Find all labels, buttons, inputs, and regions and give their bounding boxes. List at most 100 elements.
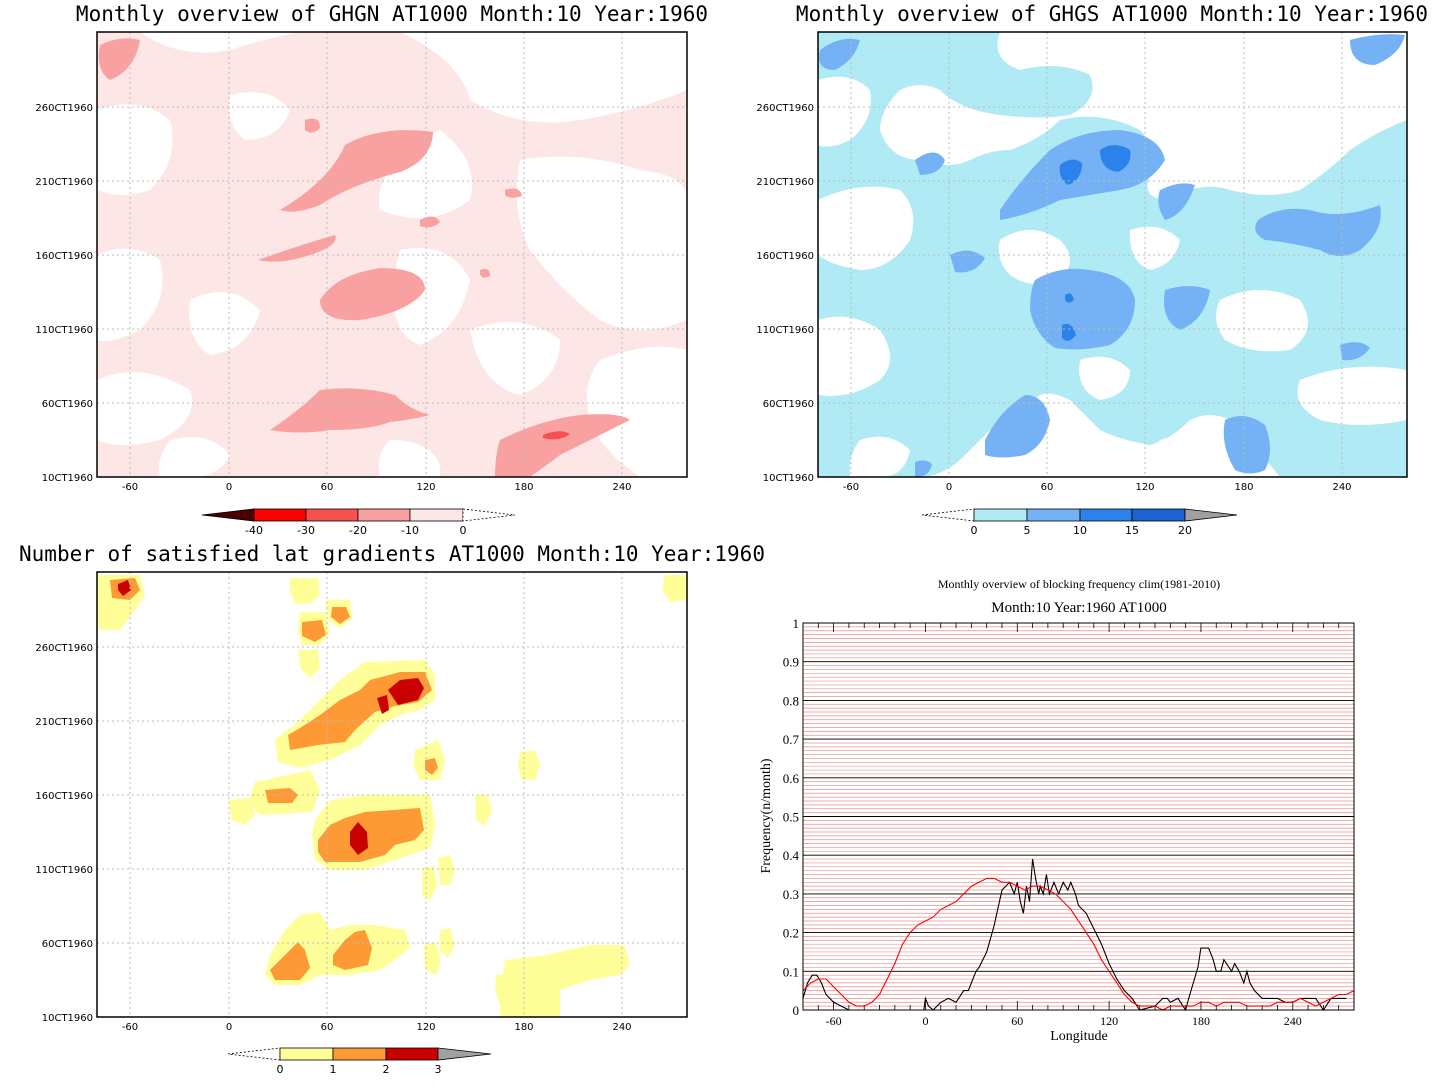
lat-gradients-xtick: 240: [612, 1022, 631, 1033]
blocking-ytick: 0.9: [783, 655, 799, 670]
lat-gradients-colorbar-label: 0: [277, 1063, 284, 1076]
ghgn-colorbar-label: -10: [401, 524, 419, 537]
ghgs-ytick: 210CT1960: [756, 177, 814, 188]
ghgn-xtick: 180: [514, 482, 533, 493]
ghgs-xtick: 180: [1234, 482, 1253, 493]
blocking-ytick: 0.4: [783, 848, 800, 863]
blocking-frequency-panel: Monthly overview of blocking frequency c…: [759, 577, 1355, 1044]
ghgn-xtick: 120: [416, 482, 435, 493]
ghgs-xtick: 240: [1332, 482, 1351, 493]
lat-gradients-ytick: 260CT1960: [35, 643, 93, 654]
ghgs-colorbar: 0 5 10 15 20: [921, 508, 1238, 537]
ghgn-ytick: 10CT1960: [42, 473, 93, 484]
ghgs-ytick: 260CT1960: [756, 103, 814, 114]
lat-gradients-frame: [96, 571, 688, 1018]
ghgn-colorbar: -40 -30 -20 -10 0: [201, 508, 516, 537]
ghgn-xtick: 240: [612, 482, 631, 493]
ghgs-ytick: 110CT1960: [756, 325, 814, 336]
ghgs-colorbar-label: 20: [1178, 524, 1192, 537]
ghgn-ytick: 210CT1960: [35, 177, 93, 188]
series-line-1: [802, 877, 1355, 1011]
ghgs-xtick: -60: [843, 482, 859, 493]
ghgn-title: Monthly overview of GHGN AT1000 Month:10…: [76, 2, 708, 26]
blocking-ylabel: Frequency(n/month): [759, 758, 774, 873]
blocking-xtick: 240: [1284, 1014, 1302, 1028]
ghgs-xtick: 0: [946, 482, 952, 493]
blocking-title: Month:10 Year:1960 AT1000: [991, 600, 1166, 616]
blocking-ytick: 0.5: [783, 810, 799, 825]
ghgn-ytick: 110CT1960: [35, 325, 93, 336]
lat-gradients-xtick: 120: [416, 1022, 435, 1033]
ghgn-y-ticks: 10CT1960 60CT1960 110CT1960 160CT1960 21…: [35, 103, 93, 484]
blocking-series: [802, 859, 1355, 1012]
ghgn-ytick: 60CT1960: [42, 399, 93, 410]
blocking-xtick: 60: [1011, 1014, 1023, 1028]
ghgs-colorbar-label: 0: [971, 524, 978, 537]
ghgs-panel: Monthly overview of GHGS AT1000 Month:10…: [756, 2, 1428, 537]
ghgn-colorbar-label: 0: [460, 524, 467, 537]
blocking-y-tick-labels: 0 0.1 0.2 0.3 0.4 0.5 0.6 0.7 0.8 0.9 1: [783, 616, 800, 1018]
blocking-ytick: 0.6: [783, 771, 800, 786]
ghgn-colorbar-label: -40: [245, 524, 263, 537]
ghgs-ytick: 60CT1960: [763, 399, 814, 410]
blocking-ytick: 0.8: [783, 693, 799, 708]
blocking-suptitle: Monthly overview of blocking frequency c…: [938, 577, 1220, 591]
ghgn-panel: Monthly overview of GHGN AT1000 Month:10…: [35, 2, 708, 537]
lat-gradients-panel: Number of satisfied lat gradients AT1000…: [19, 542, 765, 1076]
ghgs-frame: [817, 31, 1408, 478]
series-line-0: [802, 859, 1347, 1012]
blocking-x-tick-labels: -60 0 60 120 180 240: [826, 1014, 1302, 1028]
lat-gradients-ytick: 10CT1960: [42, 1013, 93, 1024]
blocking-ytick: 0.1: [783, 964, 799, 979]
lat-gradients-xtick: -60: [122, 1022, 138, 1033]
blocking-ytick: 0.2: [783, 926, 799, 941]
ghgs-y-ticks: 10CT1960 60CT1960 110CT1960 160CT1960 21…: [756, 103, 814, 484]
blocking-ytick: 0.3: [783, 887, 799, 902]
ghgs-xtick: 60: [1041, 482, 1054, 493]
ghgn-x-ticks: -60 0 60 120 180 240: [122, 482, 632, 493]
lat-gradients-ytick: 210CT1960: [35, 717, 93, 728]
lat-gradients-colorbar-label: 2: [383, 1063, 390, 1076]
ghgn-grid: [97, 32, 687, 477]
blocking-frame: [802, 622, 1355, 1011]
lat-gradients-grid: [97, 572, 687, 1017]
lat-gradients-title: Number of satisfied lat gradients AT1000…: [19, 542, 765, 566]
ghgs-ytick: 160CT1960: [756, 251, 814, 262]
blocking-xtick: -60: [826, 1014, 842, 1028]
ghgs-colorbar-label: 5: [1024, 524, 1031, 537]
ghgn-ytick: 260CT1960: [35, 103, 93, 114]
blocking-gridlines: [803, 622, 1354, 1011]
lat-gradients-xtick: 60: [321, 1022, 334, 1033]
ghgn-frame: [96, 31, 688, 478]
blocking-xtick: 120: [1100, 1014, 1118, 1028]
blocking-xtick: 180: [1192, 1014, 1210, 1028]
ghgn-ytick: 160CT1960: [35, 251, 93, 262]
lat-gradients-xtick: 0: [226, 1022, 232, 1033]
lat-gradients-ytick: 60CT1960: [42, 939, 93, 950]
ghgn-colorbar-label: -20: [349, 524, 367, 537]
lat-gradients-ytick: 110CT1960: [35, 865, 93, 876]
ghgn-xtick: 60: [321, 482, 334, 493]
lat-gradients-xtick: 180: [514, 1022, 533, 1033]
blocking-ytick: 1: [793, 616, 800, 631]
ghgn-xtick: 0: [226, 482, 232, 493]
ghgn-colorbar-label: -30: [297, 524, 315, 537]
lat-gradients-y-ticks: 10CT1960 60CT1960 110CT1960 160CT1960 21…: [35, 643, 93, 1024]
ghgs-title: Monthly overview of GHGS AT1000 Month:10…: [796, 2, 1428, 26]
ghgs-colorbar-label: 15: [1125, 524, 1139, 537]
blocking-xlabel: Longitude: [1050, 1029, 1108, 1044]
lat-gradients-colorbar: 0 1 2 3: [227, 1047, 492, 1076]
ghgs-x-ticks: -60 0 60 120 180 240: [843, 482, 1352, 493]
blocking-ytick: 0.7: [783, 732, 800, 747]
blocking-ytick: 0: [793, 1003, 800, 1018]
ghgs-ytick: 10CT1960: [763, 473, 814, 484]
ghgs-grid: [818, 32, 1407, 477]
lat-gradients-x-ticks: -60 0 60 120 180 240: [122, 1022, 632, 1033]
ghgs-xtick: 120: [1135, 482, 1154, 493]
lat-gradients-ytick: 160CT1960: [35, 791, 93, 802]
blocking-xtick: 0: [922, 1014, 928, 1028]
ghgn-contour-field: [97, 32, 687, 477]
lat-gradients-colorbar-label: 3: [435, 1063, 442, 1076]
ghgs-colorbar-label: 10: [1073, 524, 1087, 537]
